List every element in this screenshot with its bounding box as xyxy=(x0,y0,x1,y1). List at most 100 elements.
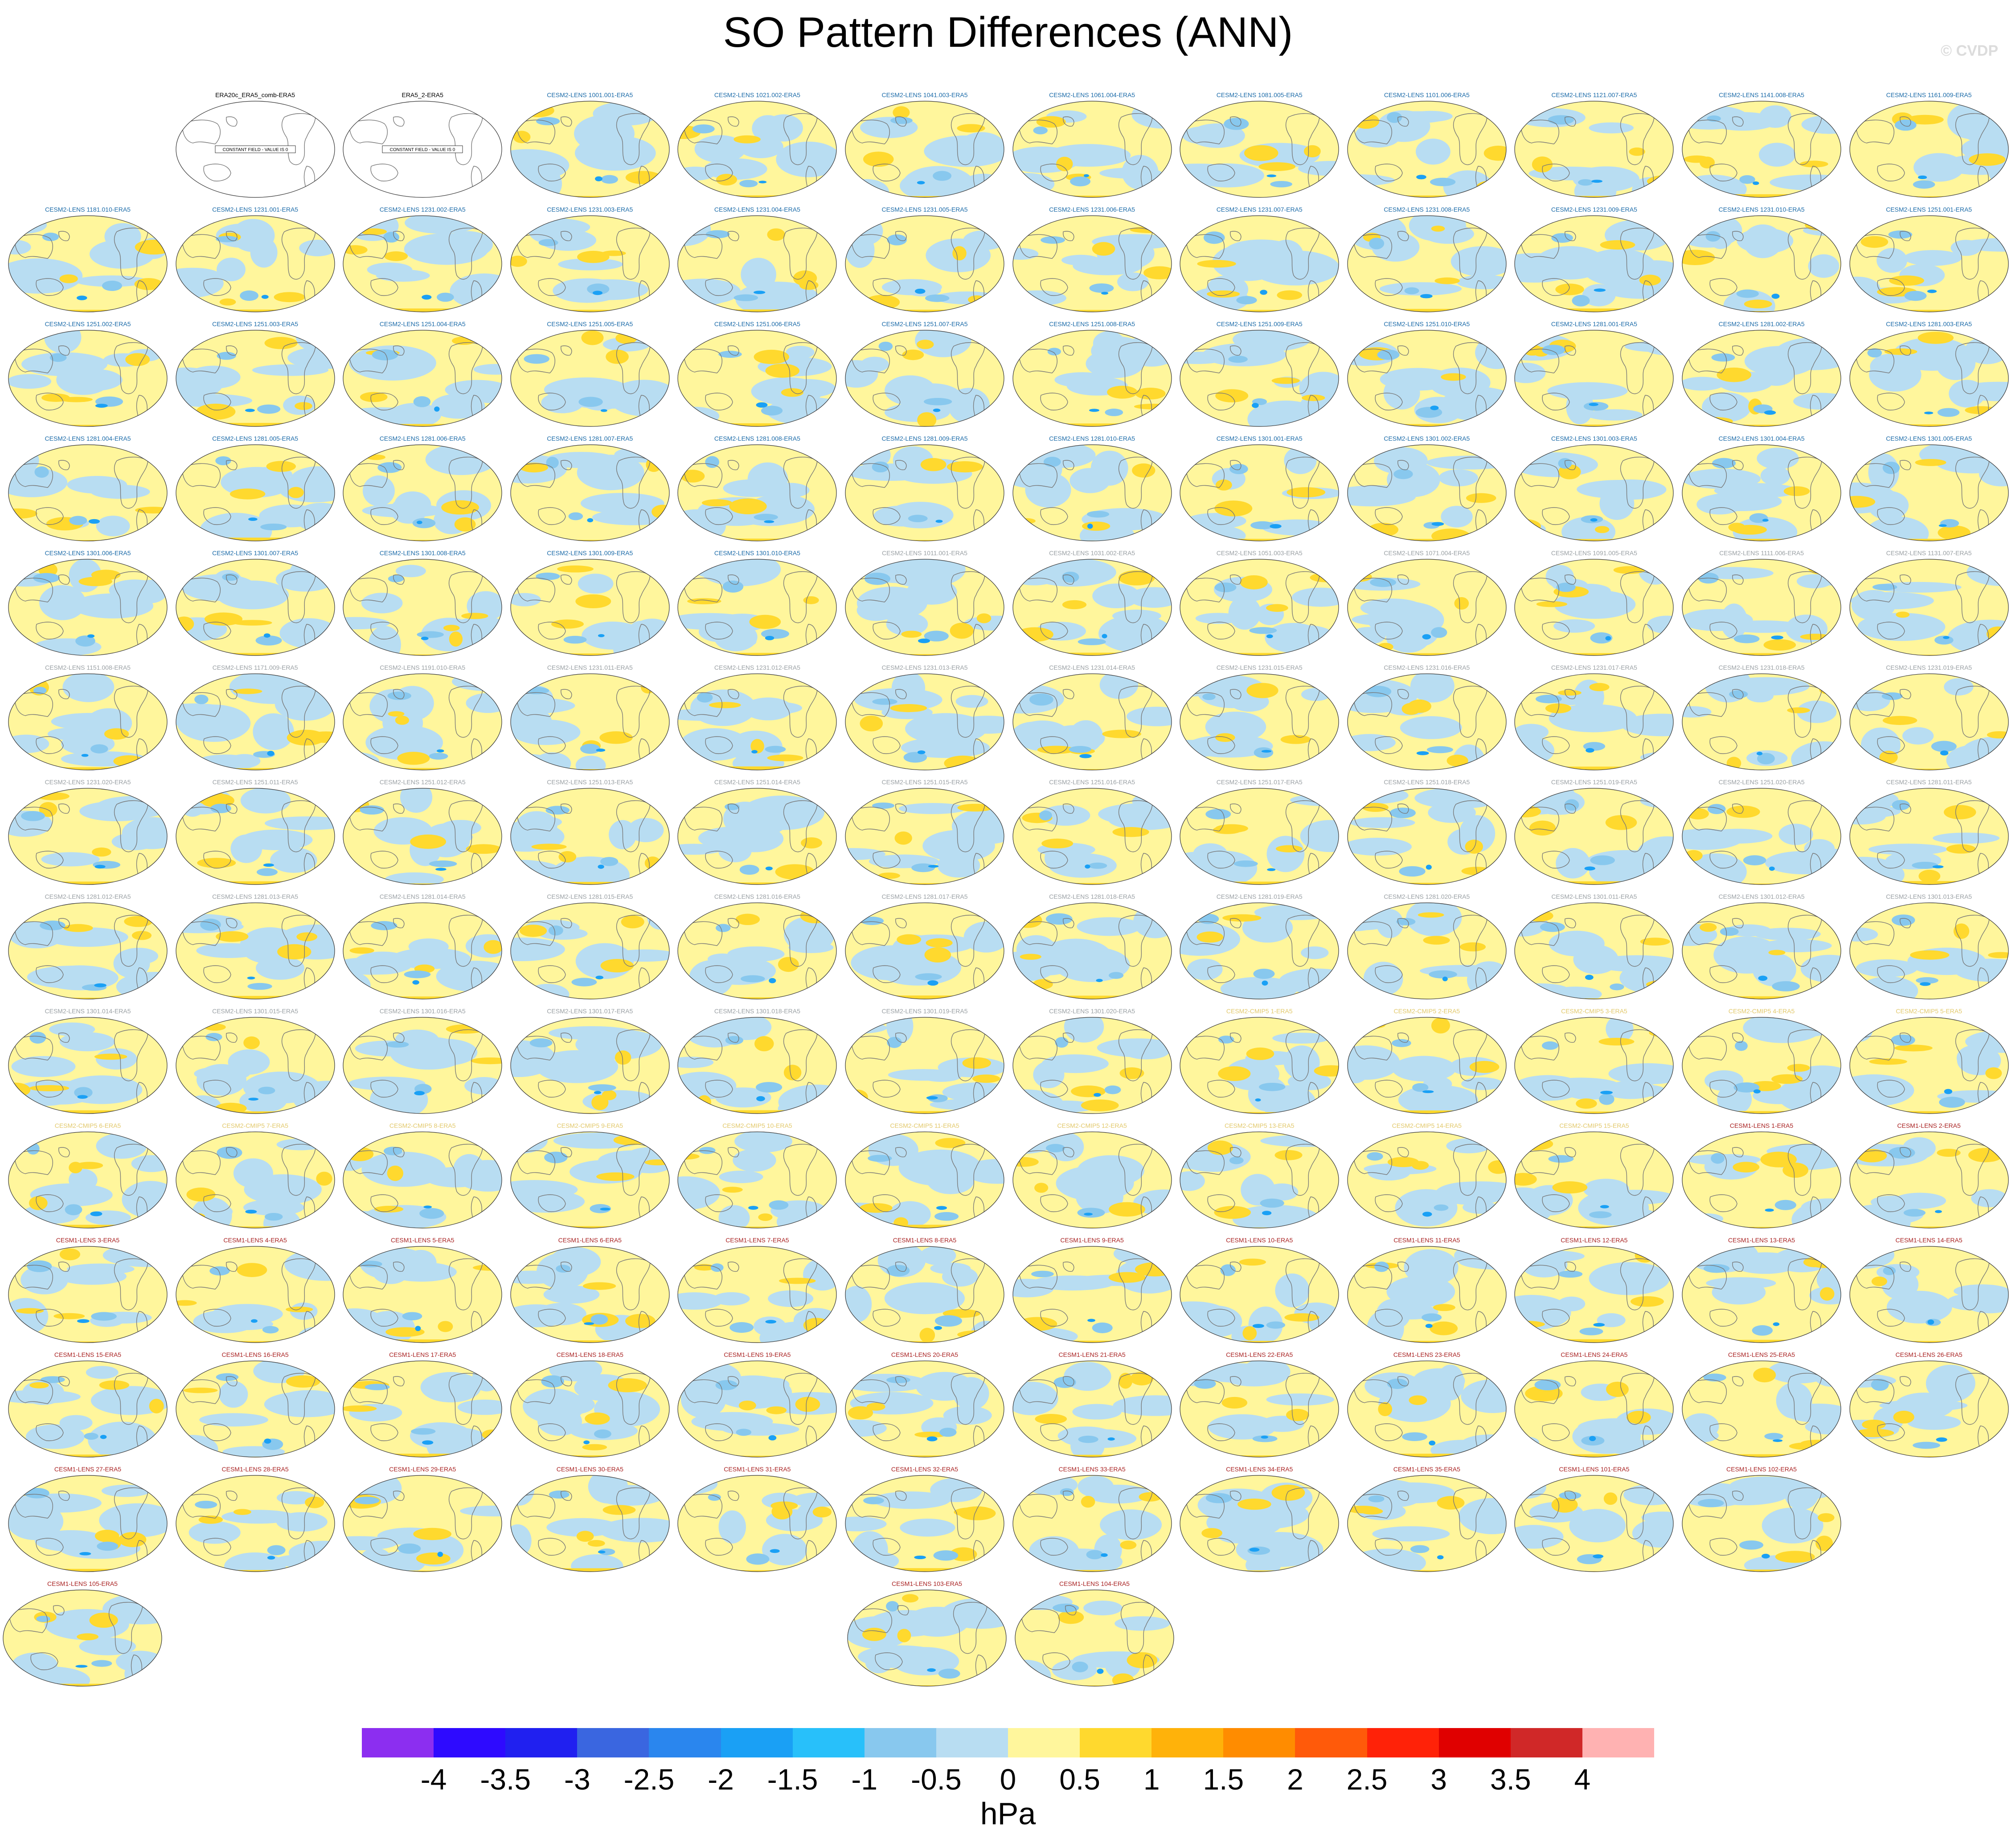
map-panel: CESM1-LENS 25-ERA5 xyxy=(1679,1351,1844,1462)
global-map xyxy=(1682,101,1841,198)
map-panel: CESM2-LENS 1231.008-ERA5 xyxy=(1344,206,1509,317)
global-map xyxy=(1347,673,1507,770)
panel-title: CESM2-LENS 1281.015-ERA5 xyxy=(547,893,633,900)
panel-title: CESM2-LENS 1161.009-ERA5 xyxy=(1886,91,1972,98)
panel-title: CESM2-LENS 1281.019-ERA5 xyxy=(1216,893,1303,900)
map-panel: CESM2-LENS 1301.018-ERA5 xyxy=(675,1008,840,1119)
global-map xyxy=(677,1131,837,1229)
panel-title: CESM2-LENS 1281.005-ERA5 xyxy=(212,435,299,442)
map-panel: CESM2-LENS 1231.014-ERA5 xyxy=(1010,664,1175,775)
global-map xyxy=(677,1246,837,1343)
colorbar-box xyxy=(362,1728,434,1757)
global-map xyxy=(175,1017,335,1114)
map-panel: CESM2-CMIP5 15-ERA5 xyxy=(1512,1122,1676,1233)
global-map xyxy=(677,1017,837,1114)
panel-title: CESM1-LENS 20-ERA5 xyxy=(891,1351,959,1358)
page-title: SO Pattern Differences (ANN) xyxy=(723,8,1293,56)
map-panel: CESM2-LENS 1301.005-ERA5 xyxy=(1847,435,2012,546)
colorbar-tick-label: 1 xyxy=(1143,1763,1160,1796)
panel-title: CESM2-LENS 1281.011-ERA5 xyxy=(1886,778,1972,786)
panel-title: CESM2-LENS 1281.014-ERA5 xyxy=(379,893,466,900)
panel-title: CESM2-LENS 1281.017-ERA5 xyxy=(881,893,968,900)
map-panel: CESM2-LENS 1301.008-ERA5 xyxy=(340,549,505,661)
panel-title: CESM2-LENS 1251.015-ERA5 xyxy=(881,778,968,786)
map-panel: CESM2-LENS 1281.006-ERA5 xyxy=(340,435,505,546)
global-map xyxy=(1012,215,1172,312)
panel-title: CESM2-LENS 1231.006-ERA5 xyxy=(1049,206,1135,213)
global-map xyxy=(845,902,1004,999)
panel-title: CESM2-LENS 1251.011-ERA5 xyxy=(212,778,298,786)
global-map xyxy=(343,788,502,885)
global-map xyxy=(1849,559,2009,656)
panel-title: CESM1-LENS 29-ERA5 xyxy=(389,1466,456,1473)
map-panel: CESM2-LENS 1161.009-ERA5 xyxy=(1847,91,2012,203)
panel-title: CESM2-LENS 1301.019-ERA5 xyxy=(881,1008,968,1015)
panel-title: CESM2-CMIP5 10-ERA5 xyxy=(722,1122,792,1129)
map-panel: CESM1-LENS 35-ERA5 xyxy=(1344,1466,1509,1577)
map-panel: CESM1-LENS 5-ERA5 xyxy=(340,1237,505,1348)
colorbar-tick-label: -1 xyxy=(851,1763,878,1796)
panel-title: CESM2-LENS 1061.004-ERA5 xyxy=(1049,91,1135,98)
panel-title: CESM2-LENS 1301.007-ERA5 xyxy=(212,549,299,557)
global-map xyxy=(510,1131,670,1229)
panel-title: CESM1-LENS 6-ERA5 xyxy=(558,1237,622,1244)
colorbar-units: hPa xyxy=(980,1796,1036,1831)
colorbar-tick-label: 2.5 xyxy=(1346,1763,1388,1796)
map-panel: CESM2-LENS 1281.007-ERA5 xyxy=(508,435,672,546)
map-panel: CESM2-LENS 1281.015-ERA5 xyxy=(508,893,672,1004)
colorbar-tick-label: 0.5 xyxy=(1059,1763,1100,1796)
colorbar-box xyxy=(936,1728,1008,1757)
panel-title: CESM1-LENS 11-ERA5 xyxy=(1393,1237,1460,1244)
map-panel: CESM2-LENS 1301.004-ERA5 xyxy=(1679,435,1844,546)
global-map xyxy=(175,1475,335,1572)
panel-title: CESM2-LENS 1281.004-ERA5 xyxy=(45,435,131,442)
map-panel: CESM1-LENS 15-ERA5 xyxy=(5,1351,170,1462)
constant-field-label: CONSTANT FIELD - VALUE IS 0 xyxy=(222,147,288,152)
global-map xyxy=(1849,1246,2009,1343)
global-map xyxy=(1849,101,2009,198)
global-map xyxy=(1012,673,1172,770)
panel-title: CESM2-CMIP5 3-ERA5 xyxy=(1561,1008,1627,1015)
map-panel: CESM2-LENS 1231.010-ERA5 xyxy=(1679,206,1844,317)
panel-title: CESM2-LENS 1001.001-ERA5 xyxy=(547,91,633,98)
panel-title: CESM2-LENS 1251.014-ERA5 xyxy=(714,778,800,786)
map-panel: CESM1-LENS 21-ERA5 xyxy=(1010,1351,1175,1462)
panel-title: CESM2-LENS 1301.013-ERA5 xyxy=(1886,893,1972,900)
colorbar-box xyxy=(721,1728,793,1757)
global-map xyxy=(1347,215,1507,312)
global-map xyxy=(1347,1131,1507,1229)
global-map xyxy=(1012,559,1172,656)
panel-title: CESM1-LENS 34-ERA5 xyxy=(1226,1466,1293,1473)
panel-title: CESM1-LENS 3-ERA5 xyxy=(56,1237,120,1244)
panel-title: CESM1-LENS 4-ERA5 xyxy=(223,1237,287,1244)
map-panel: CESM1-LENS 32-ERA5 xyxy=(842,1466,1007,1577)
map-panel: CESM2-LENS 1281.012-ERA5 xyxy=(5,893,170,1004)
global-map xyxy=(1849,788,2009,885)
global-map xyxy=(1849,673,2009,770)
panel-title: CESM2-LENS 1231.003-ERA5 xyxy=(547,206,633,213)
panel-title: CESM1-LENS 15-ERA5 xyxy=(54,1351,122,1358)
map-panel: CESM1-LENS 18-ERA5 xyxy=(508,1351,672,1462)
panel-title: CESM2-LENS 1251.003-ERA5 xyxy=(212,320,299,328)
map-panel: CESM1-LENS 9-ERA5 xyxy=(1010,1237,1175,1348)
map-panel: CESM2-LENS 1281.020-ERA5 xyxy=(1344,893,1509,1004)
map-panels-grid: ERA20c_ERA5_comb-ERA5 CONSTANT FIELD - VA… xyxy=(3,91,2012,1687)
global-map xyxy=(1012,1131,1172,1229)
map-panel: CESM1-LENS 23-ERA5 xyxy=(1344,1351,1509,1462)
panel-title: CESM1-LENS 33-ERA5 xyxy=(1058,1466,1126,1473)
panel-title: CESM2-LENS 1231.016-ERA5 xyxy=(1384,664,1470,671)
panel-title: CESM1-LENS 27-ERA5 xyxy=(54,1466,122,1473)
panel-title: CESM2-CMIP5 8-ERA5 xyxy=(389,1122,456,1129)
panel-title: CESM1-LENS 8-ERA5 xyxy=(893,1237,957,1244)
map-panel: CESM1-LENS 33-ERA5 xyxy=(1010,1466,1175,1577)
global-map xyxy=(1514,1017,1674,1114)
map-panel: CESM2-LENS 1041.003-ERA5 xyxy=(842,91,1007,203)
global-map xyxy=(845,1131,1004,1229)
map-panel: CESM2-LENS 1301.017-ERA5 xyxy=(508,1008,672,1119)
panel-title: CESM1-LENS 12-ERA5 xyxy=(1561,1237,1628,1244)
panel-title: CESM2-LENS 1021.002-ERA5 xyxy=(714,91,800,98)
panel-title: CESM2-LENS 1231.018-ERA5 xyxy=(1718,664,1805,671)
map-panel: CESM1-LENS 10-ERA5 xyxy=(1177,1237,1342,1348)
map-panel: CESM2-LENS 1251.012-ERA5 xyxy=(340,778,505,890)
panel-title: CESM2-LENS 1301.004-ERA5 xyxy=(1718,435,1805,442)
